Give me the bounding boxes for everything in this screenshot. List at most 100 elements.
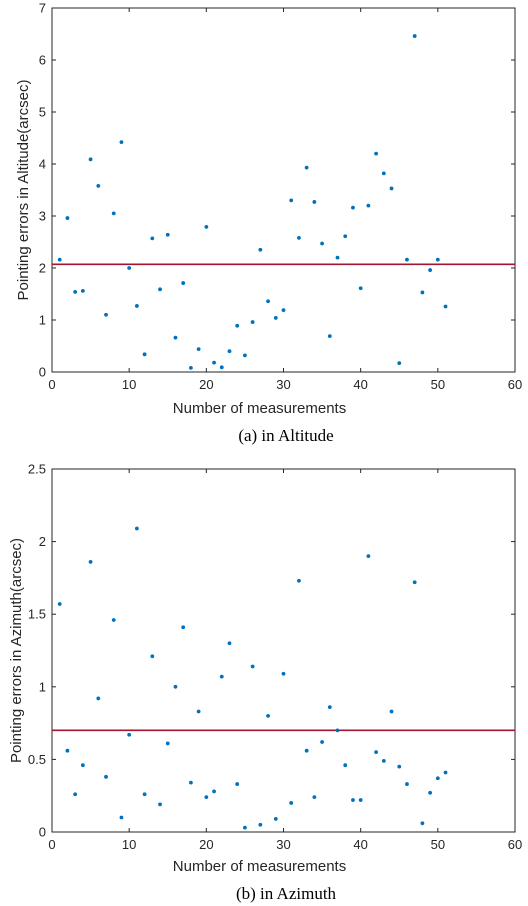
x-tick-label: 10 — [122, 377, 136, 392]
data-point — [358, 798, 363, 802]
data-point — [420, 290, 425, 295]
data-point — [219, 365, 224, 370]
data-point — [320, 740, 324, 744]
data-point — [119, 140, 124, 145]
data-point — [227, 641, 232, 646]
data-point — [243, 825, 247, 830]
data-point — [443, 304, 448, 309]
data-point — [420, 821, 425, 826]
data-point — [96, 183, 101, 188]
y-tick-label: 2 — [39, 534, 46, 549]
data-point — [335, 255, 340, 260]
y-axis-label: Pointing errors in Azimuth(arcsec) — [8, 538, 25, 763]
y-tick-label: 6 — [39, 53, 46, 68]
chart-panel-2: 0 10 20 30 40 50 60 0 0.5 1 1.5 2 2.5 Number of measu… — [8, 462, 522, 904]
y-tick-label: 3 — [39, 209, 46, 224]
data-point — [80, 763, 85, 768]
data-point — [405, 257, 409, 262]
data-point — [196, 709, 201, 714]
x-tick-label: 30 — [276, 837, 290, 852]
data-point — [127, 732, 132, 737]
data-point — [258, 247, 263, 252]
data-point — [119, 815, 124, 820]
data-point — [235, 782, 240, 786]
data-point — [351, 798, 355, 802]
data-point — [158, 287, 162, 292]
data-point — [335, 728, 340, 733]
data-point — [266, 299, 270, 304]
data-point — [343, 763, 348, 768]
data-point — [189, 365, 193, 370]
data-point — [343, 234, 348, 239]
data-point — [428, 268, 433, 272]
y-axis-label: Pointing errors in Altitude(arcsec) — [15, 80, 32, 301]
data-point — [428, 790, 433, 795]
data-point — [273, 817, 278, 821]
x-tick-label: 60 — [508, 377, 522, 392]
data-point — [181, 625, 186, 630]
data-point — [204, 225, 209, 229]
data-point — [435, 776, 440, 781]
y-tick-label: 7 — [39, 1, 46, 16]
data-point — [88, 157, 93, 162]
data-point — [57, 257, 62, 262]
data-point — [304, 165, 309, 170]
x-tick-label: 60 — [508, 837, 522, 852]
data-point — [142, 352, 147, 357]
y-tick-label: 2.5 — [28, 462, 46, 477]
x-tick-label: 20 — [199, 837, 213, 852]
y-tick-label: 0 — [39, 365, 46, 380]
data-point — [327, 705, 332, 710]
data-point — [65, 216, 70, 220]
x-axis-label: Number of measurements — [173, 400, 346, 417]
data-point — [80, 288, 85, 293]
data-point — [327, 334, 332, 339]
data-point — [389, 186, 394, 191]
data-point — [250, 664, 255, 669]
data-point — [127, 266, 132, 270]
data-point — [366, 203, 371, 208]
chart-panel-1: 0 10 20 30 40 50 60 0 1 2 3 4 5 6 7 Number of measureme… — [15, 1, 522, 446]
data-point — [312, 795, 317, 800]
data-point — [212, 789, 216, 794]
plot-frame — [51, 468, 516, 833]
data-point — [104, 774, 108, 779]
y-tick-label: 1 — [39, 313, 46, 328]
data-point — [435, 257, 440, 262]
y-tick-label: 5 — [39, 105, 46, 120]
data-point — [111, 211, 116, 216]
data-point — [266, 713, 270, 718]
data-point — [374, 750, 378, 755]
data-point — [88, 560, 93, 564]
data-point — [96, 696, 101, 701]
data-point — [173, 335, 178, 340]
data-point — [289, 198, 294, 203]
y-tick-label: 0.5 — [28, 752, 46, 767]
x-tick-label: 30 — [276, 377, 290, 392]
data-point — [65, 748, 70, 753]
x-tick-label: 0 — [48, 377, 55, 392]
y-tick-label: 0 — [39, 825, 46, 840]
data-point — [196, 347, 201, 352]
x-tick-label: 40 — [353, 837, 367, 852]
data-point — [412, 34, 417, 38]
data-point — [281, 308, 286, 313]
x-tick-label: 0 — [48, 837, 55, 852]
data-point — [389, 709, 394, 714]
data-point — [204, 795, 209, 800]
data-point — [134, 526, 139, 531]
y-tick-label: 2 — [39, 261, 46, 276]
data-point — [273, 316, 278, 320]
data-point — [150, 654, 155, 659]
data-point — [297, 578, 301, 583]
data-point — [281, 671, 286, 676]
data-point — [412, 580, 417, 585]
data-point — [57, 602, 62, 606]
x-tick-label: 50 — [431, 837, 445, 852]
data-point — [134, 304, 139, 308]
data-point — [235, 323, 240, 328]
data-point — [212, 360, 216, 365]
data-point — [312, 200, 317, 204]
x-tick-label: 50 — [431, 377, 445, 392]
y-tick-label: 4 — [39, 157, 46, 172]
